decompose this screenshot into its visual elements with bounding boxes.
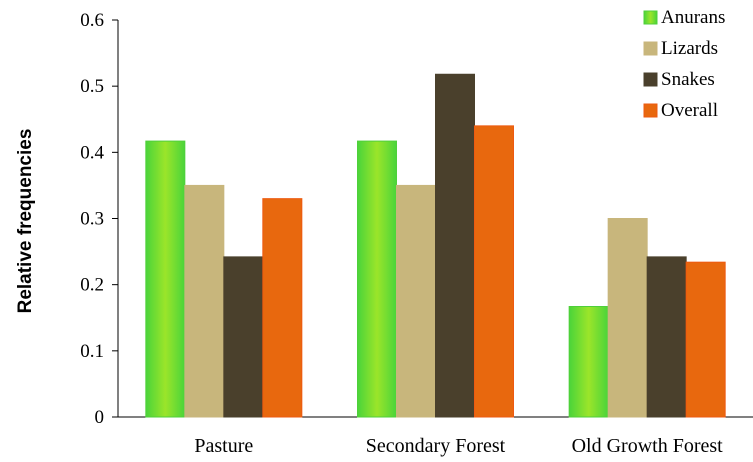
y-axis: 0 0.1 0.2 0.3 0.4 0.5 0.6 — [80, 10, 119, 428]
bar-anurans-1 — [357, 140, 397, 418]
legend-label-lizards: Lizards — [661, 38, 718, 59]
legend-label-anurans: Anurans — [661, 7, 725, 28]
legend-swatch-anurans — [643, 10, 658, 25]
legend: Anurans Lizards Snakes Overall — [643, 7, 725, 121]
y-tick-label: 0.6 — [80, 10, 104, 31]
legend-swatch-snakes — [643, 72, 658, 87]
legend-label-overall: Overall — [661, 100, 718, 121]
bar-overall-1 — [474, 125, 514, 418]
category-label: Pasture — [194, 435, 253, 457]
legend-swatch-overall — [643, 103, 658, 118]
y-tick-label: 0 — [95, 407, 105, 428]
y-tick-label: 0.3 — [80, 209, 104, 230]
bar-lizards-1 — [396, 184, 436, 418]
bar-snakes-2 — [646, 256, 687, 418]
y-tick-label: 0.2 — [80, 275, 104, 296]
y-tick-label: 0.5 — [80, 76, 104, 97]
bar-lizards-2 — [607, 218, 648, 418]
y-axis-title: Relative frequencies — [15, 129, 36, 314]
category-label: Old Growth Forest — [572, 435, 724, 457]
bar-anurans-0 — [145, 140, 186, 418]
bar-snakes-0 — [223, 256, 264, 418]
bar-overall-2 — [685, 261, 726, 418]
y-tick-label: 0.1 — [80, 341, 104, 362]
category-label: Secondary Forest — [366, 435, 506, 457]
bar-overall-0 — [262, 198, 303, 418]
bars — [145, 73, 726, 418]
legend-swatch-lizards — [643, 41, 658, 56]
bar-anurans-2 — [568, 306, 609, 418]
y-tick-label: 0.4 — [80, 142, 104, 163]
legend-label-snakes: Snakes — [661, 69, 715, 90]
bar-lizards-0 — [184, 184, 225, 418]
bar-snakes-1 — [435, 73, 475, 418]
category-labels: Pasture Secondary Forest Old Growth Forest — [194, 435, 723, 457]
